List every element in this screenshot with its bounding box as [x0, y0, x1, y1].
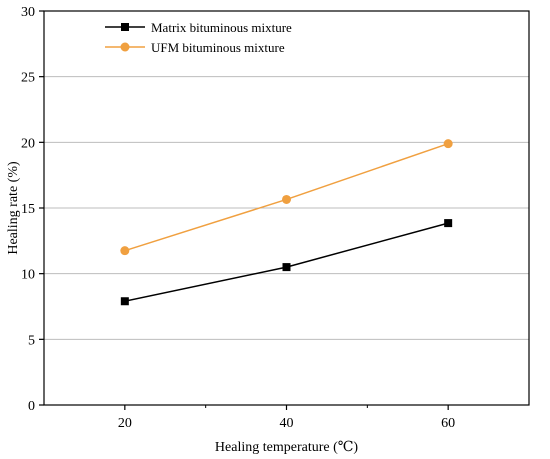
y-tick-label: 5 — [28, 333, 35, 348]
y-tick-label: 10 — [21, 268, 35, 283]
series-layer — [120, 139, 453, 306]
y-tick-label: 25 — [21, 71, 35, 86]
legend: Matrix bituminous mixture UFM bituminous … — [105, 20, 292, 55]
data-point-ufm — [120, 246, 130, 256]
legend-marker-ufm — [120, 42, 130, 52]
y-tick-label: 0 — [28, 399, 35, 414]
y-tick-label: 15 — [21, 202, 35, 217]
legend-marker-matrix — [121, 23, 129, 31]
y-tick-label: 30 — [21, 5, 35, 20]
data-point-matrix — [120, 297, 129, 306]
gridlines — [44, 76, 529, 340]
legend-label-ufm: UFM bituminous mixture — [151, 40, 285, 55]
x-tick-label: 40 — [280, 416, 294, 431]
x-tick-label: 20 — [118, 416, 132, 431]
data-point-matrix — [444, 219, 453, 228]
data-point-ufm — [282, 194, 291, 204]
x-axis-title: Healing temperature (℃) — [215, 440, 358, 455]
axes: 0 5 10 15 20 25 30 20 40 60 — [21, 5, 530, 431]
x-tick-label: 60 — [441, 416, 455, 431]
data-point-ufm — [443, 139, 453, 149]
y-axis-title: Healing rate (%) — [6, 161, 21, 255]
y-tick-label: 20 — [21, 136, 35, 151]
legend-label-matrix: Matrix bituminous mixture — [151, 20, 292, 35]
data-point-matrix — [282, 263, 291, 272]
